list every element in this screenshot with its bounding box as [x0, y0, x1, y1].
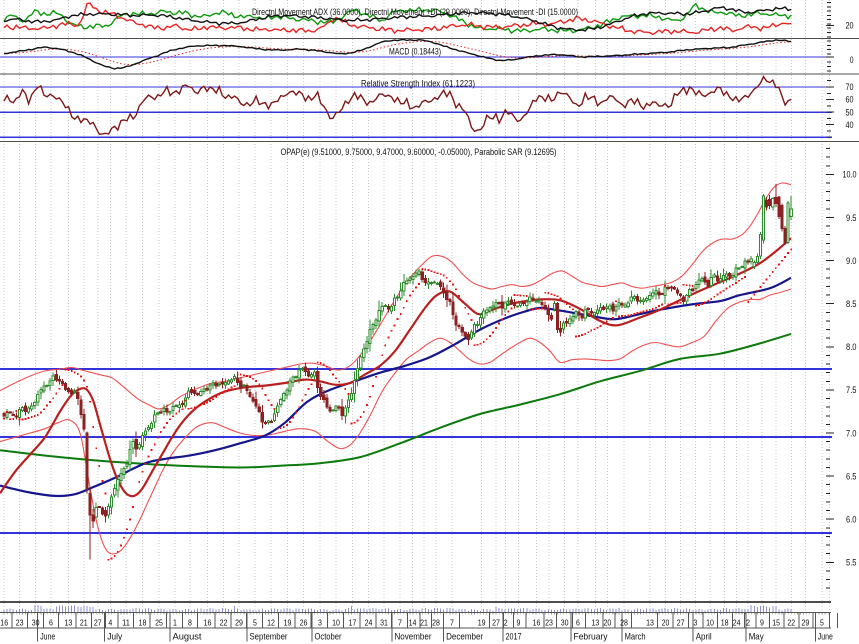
svg-text:10: 10: [332, 618, 340, 628]
svg-text:16: 16: [0, 618, 8, 628]
svg-text:9.0: 9.0: [846, 256, 857, 267]
svg-text:30: 30: [32, 618, 40, 628]
svg-text:6.5: 6.5: [846, 471, 857, 482]
svg-text:April: April: [696, 632, 712, 643]
svg-text:17: 17: [349, 618, 357, 628]
svg-text:24: 24: [365, 618, 373, 628]
svg-text:20: 20: [662, 618, 670, 628]
svg-text:June: June: [40, 632, 55, 643]
svg-text:19: 19: [284, 618, 292, 628]
svg-text:5: 5: [820, 618, 824, 628]
svg-text:6: 6: [576, 618, 580, 628]
svg-text:6: 6: [49, 618, 53, 628]
svg-text:14: 14: [409, 618, 417, 628]
svg-text:22: 22: [787, 618, 795, 628]
svg-text:25: 25: [155, 618, 163, 628]
svg-text:2017: 2017: [506, 632, 522, 643]
svg-text:6.0: 6.0: [846, 515, 857, 526]
svg-text:20: 20: [604, 618, 612, 628]
svg-text:16: 16: [204, 618, 212, 628]
svg-text:15: 15: [772, 618, 780, 628]
svg-text:31: 31: [380, 618, 388, 628]
svg-text:70: 70: [846, 82, 854, 93]
svg-text:3: 3: [318, 618, 322, 628]
svg-text:5: 5: [253, 618, 257, 628]
svg-text:5.5: 5.5: [846, 558, 857, 569]
svg-text:1: 1: [173, 618, 177, 628]
svg-text:4: 4: [108, 618, 112, 628]
svg-text:27: 27: [677, 618, 685, 628]
svg-text:23: 23: [545, 618, 553, 628]
svg-text:18: 18: [721, 618, 729, 628]
svg-text:40: 40: [846, 120, 854, 131]
svg-text:60: 60: [846, 95, 854, 106]
svg-text:7: 7: [398, 618, 402, 628]
svg-text:16: 16: [533, 618, 541, 628]
svg-text:0: 0: [850, 55, 854, 66]
svg-text:10: 10: [706, 618, 714, 628]
svg-text:13: 13: [646, 618, 654, 628]
svg-text:June: June: [818, 632, 833, 643]
svg-text:28: 28: [620, 618, 628, 628]
svg-text:July: July: [107, 632, 122, 643]
svg-text:November: November: [395, 632, 432, 643]
svg-text:28: 28: [432, 618, 440, 628]
svg-text:13: 13: [65, 618, 73, 628]
svg-text:27: 27: [94, 618, 102, 628]
svg-text:27: 27: [492, 618, 500, 628]
svg-text:29: 29: [235, 618, 243, 628]
svg-text:7: 7: [450, 618, 454, 628]
svg-text:9: 9: [517, 618, 521, 628]
svg-text:8.5: 8.5: [846, 299, 857, 310]
svg-text:March: March: [625, 632, 646, 643]
svg-text:9.5: 9.5: [846, 213, 857, 224]
svg-text:22: 22: [220, 618, 228, 628]
svg-text:8.0: 8.0: [846, 342, 857, 353]
svg-text:December: December: [446, 632, 483, 643]
svg-text:18: 18: [139, 618, 147, 628]
svg-text:29: 29: [802, 618, 810, 628]
svg-text:October: October: [315, 632, 342, 643]
svg-text:12: 12: [267, 618, 275, 628]
svg-text:10.0: 10.0: [843, 170, 857, 181]
svg-text:24: 24: [733, 618, 741, 628]
svg-text:23: 23: [16, 618, 24, 628]
svg-text:Relative Strength Index (61.12: Relative Strength Index (61.1223): [361, 79, 475, 89]
svg-text:20: 20: [846, 21, 854, 32]
svg-text:2: 2: [746, 618, 750, 628]
svg-text:2: 2: [504, 618, 508, 628]
svg-text:August: August: [173, 632, 202, 643]
svg-text:11: 11: [122, 618, 130, 628]
svg-text:8: 8: [188, 618, 192, 628]
svg-text:7.5: 7.5: [846, 385, 857, 396]
svg-text:September: September: [250, 632, 288, 643]
svg-text:13: 13: [592, 618, 600, 628]
svg-text:May: May: [749, 632, 764, 643]
svg-text:7.0: 7.0: [846, 428, 857, 439]
svg-text:21: 21: [420, 618, 428, 628]
svg-text:26: 26: [300, 618, 308, 628]
svg-text:February: February: [574, 632, 608, 643]
svg-text:3: 3: [693, 618, 697, 628]
svg-text:50: 50: [846, 107, 854, 118]
svg-text:21: 21: [80, 618, 88, 628]
svg-text:OPAP(e) (9.51000, 9.75000, 9.4: OPAP(e) (9.51000, 9.75000, 9.47000, 9.60…: [281, 147, 557, 157]
svg-text:MACD (0.18443): MACD (0.18443): [389, 47, 441, 57]
svg-text:30: 30: [561, 618, 569, 628]
svg-text:Directnl Movement ADX (36.0000: Directnl Movement ADX (36.0000), Directn…: [252, 7, 578, 17]
svg-text:19: 19: [478, 618, 486, 628]
svg-text:9: 9: [760, 618, 764, 628]
